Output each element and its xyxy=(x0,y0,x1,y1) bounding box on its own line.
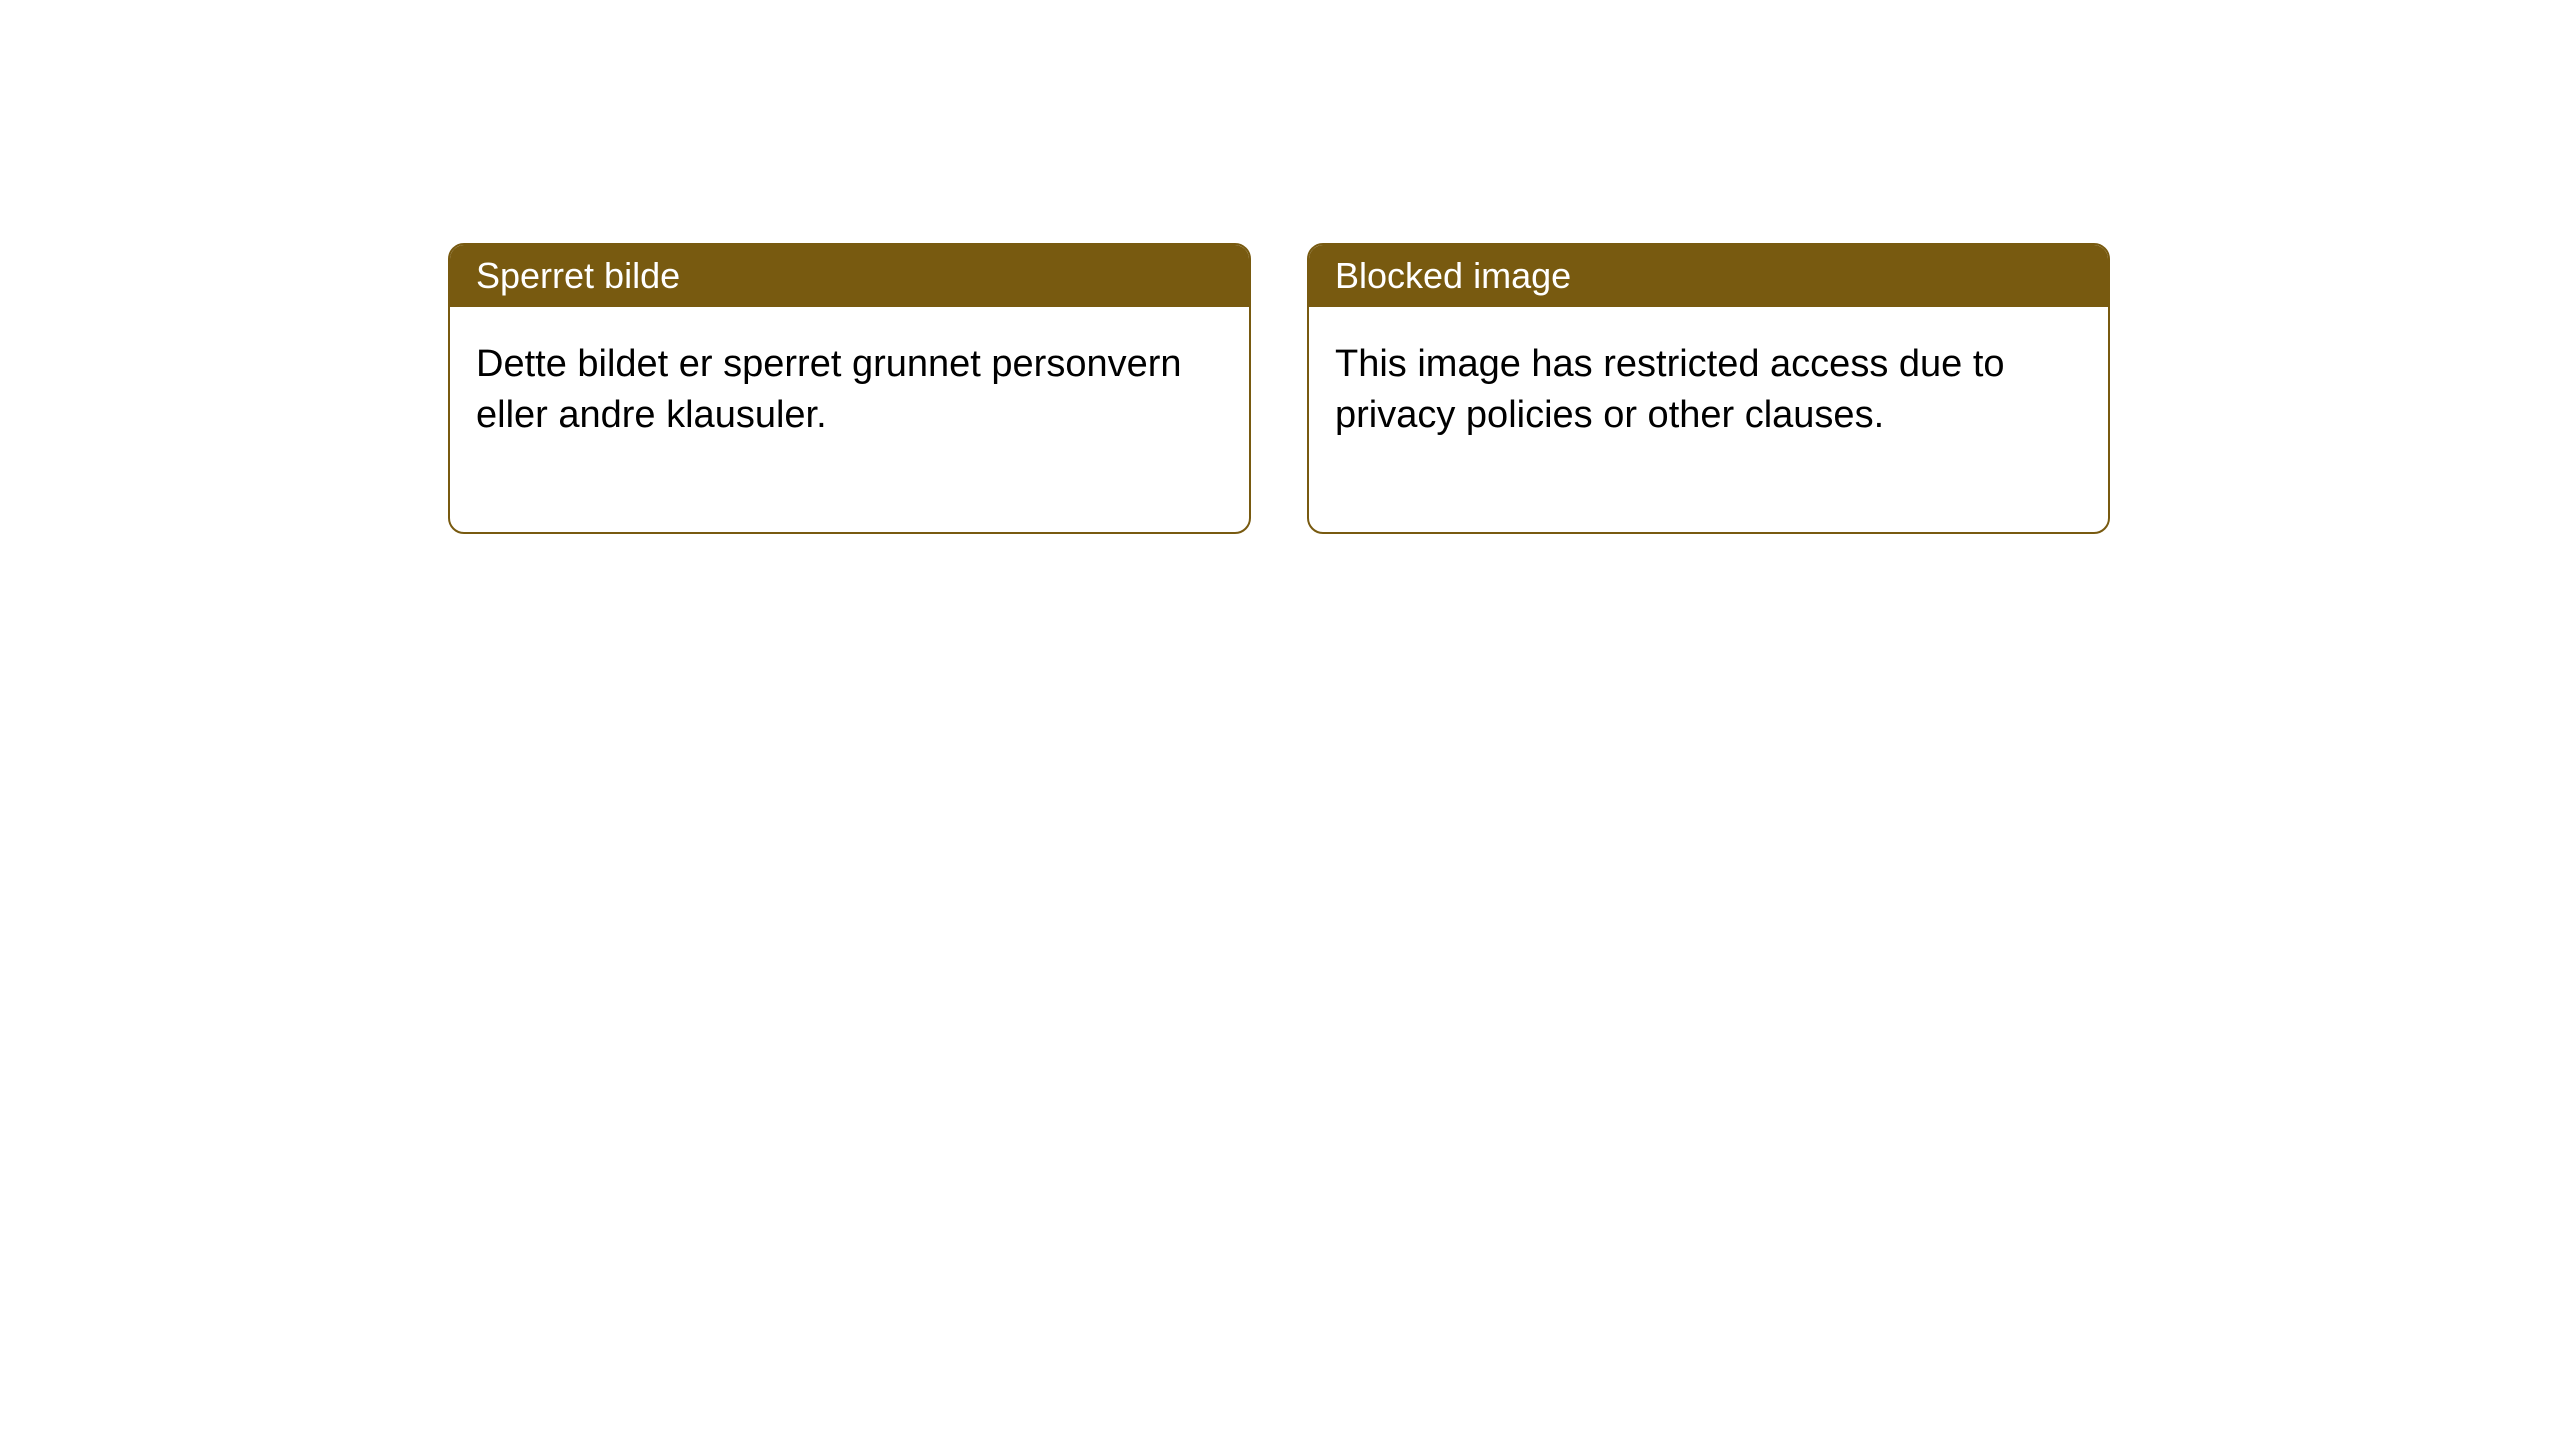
notice-title: Blocked image xyxy=(1335,255,1571,296)
notice-message: Dette bildet er sperret grunnet personve… xyxy=(476,343,1182,436)
notice-message: This image has restricted access due to … xyxy=(1335,343,2005,436)
notice-title: Sperret bilde xyxy=(476,255,680,296)
notice-card-english: Blocked image This image has restricted … xyxy=(1307,243,2110,534)
notice-container: Sperret bilde Dette bildet er sperret gr… xyxy=(448,243,2110,534)
notice-body: Dette bildet er sperret grunnet personve… xyxy=(450,307,1249,532)
notice-header: Blocked image xyxy=(1309,245,2108,307)
notice-card-norwegian: Sperret bilde Dette bildet er sperret gr… xyxy=(448,243,1251,534)
notice-header: Sperret bilde xyxy=(450,245,1249,307)
notice-body: This image has restricted access due to … xyxy=(1309,307,2108,532)
